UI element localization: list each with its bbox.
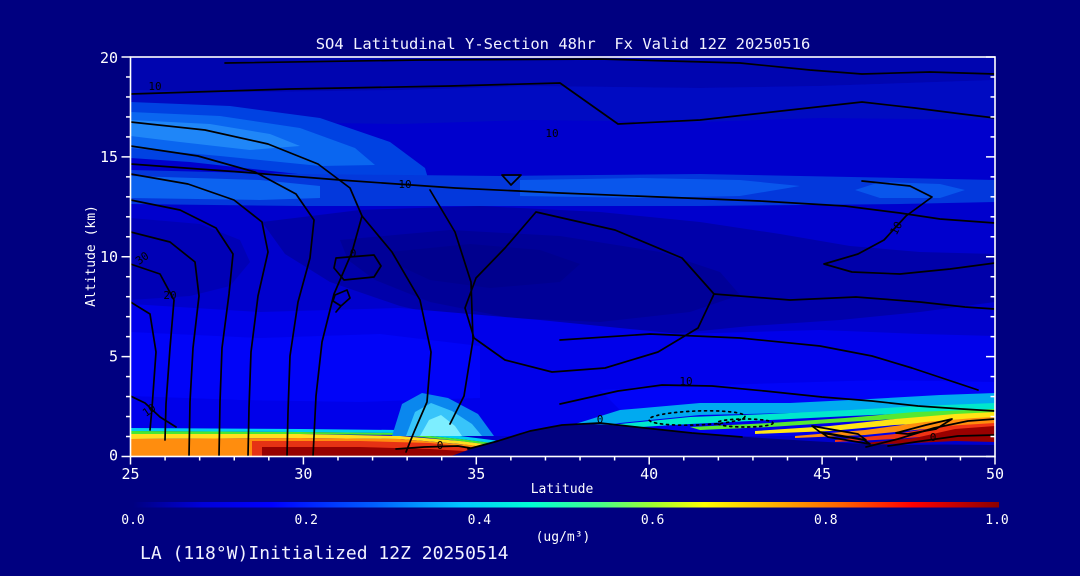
contour-label: 10 bbox=[398, 178, 411, 191]
y-tick-label: 5 bbox=[109, 348, 118, 366]
colorbar-tick-label: 0.2 bbox=[294, 513, 317, 528]
y-tick-label: 20 bbox=[100, 49, 118, 67]
colorbar-units-label: (ug/m³) bbox=[536, 530, 591, 545]
contour-fill-layers bbox=[130, 57, 995, 457]
x-tick-label: 50 bbox=[986, 465, 1004, 483]
contour-label: 10 bbox=[545, 127, 558, 140]
y-axis-ticks bbox=[121, 56, 131, 458]
plot-title: SO4 Latitudinal Y-Section 48hr Fx Valid … bbox=[316, 35, 811, 53]
colorbar-strip bbox=[133, 502, 999, 508]
y-tick-label: 10 bbox=[100, 248, 118, 266]
contour-lines bbox=[130, 58, 995, 457]
x-axis-title: Latitude bbox=[531, 482, 594, 497]
init-annotation: LA (118°W)Initialized 12Z 20250514 bbox=[140, 543, 508, 564]
colorbar-tick-label: 0.8 bbox=[814, 513, 837, 528]
contour-label: 0 bbox=[930, 431, 937, 444]
colorbar-tick-labels: 0.0 0.2 0.4 0.6 0.8 1.0 bbox=[121, 513, 1008, 528]
contour-label: 10 bbox=[679, 375, 692, 388]
contour-label: 30 bbox=[133, 249, 151, 267]
contour-label: 0 bbox=[350, 247, 357, 260]
contour-label: 0 bbox=[597, 413, 604, 426]
x-axis-ticks bbox=[129, 456, 996, 465]
right-axis-ticks bbox=[986, 56, 995, 458]
x-tick-label: 35 bbox=[467, 465, 485, 483]
colorbar: 0.0 0.2 0.4 0.6 0.8 1.0 (ug/m³) bbox=[121, 502, 1009, 545]
y-axis-tick-labels: 20 15 10 5 0 bbox=[100, 49, 118, 465]
x-axis-tick-labels: 25 30 35 40 45 50 bbox=[121, 465, 1004, 483]
colorbar-tick-label: 0.0 bbox=[121, 513, 144, 528]
y-axis-title: Altitude (km) bbox=[84, 205, 99, 307]
colorbar-tick-label: 0.6 bbox=[641, 513, 664, 528]
colorbar-tick-label: 0.4 bbox=[468, 513, 492, 528]
x-tick-label: 25 bbox=[121, 465, 139, 483]
contour-label: 0 bbox=[437, 439, 444, 452]
contour-label: 10 bbox=[888, 219, 906, 237]
x-tick-label: 45 bbox=[813, 465, 831, 483]
contour-label: 10 bbox=[140, 401, 158, 419]
contour-label: 10 bbox=[148, 80, 161, 93]
x-tick-label: 40 bbox=[640, 465, 658, 483]
x-tick-label: 30 bbox=[294, 465, 312, 483]
y-tick-label: 15 bbox=[100, 148, 118, 166]
colorbar-tick-label: 1.0 bbox=[985, 513, 1008, 528]
y-tick-label: 0 bbox=[109, 447, 118, 465]
contour-label: 20 bbox=[163, 289, 176, 302]
contour-labels: 10 10 10 30 20 0 10 10 0 0 10 0 bbox=[133, 80, 936, 452]
terrain-profile bbox=[450, 423, 995, 457]
